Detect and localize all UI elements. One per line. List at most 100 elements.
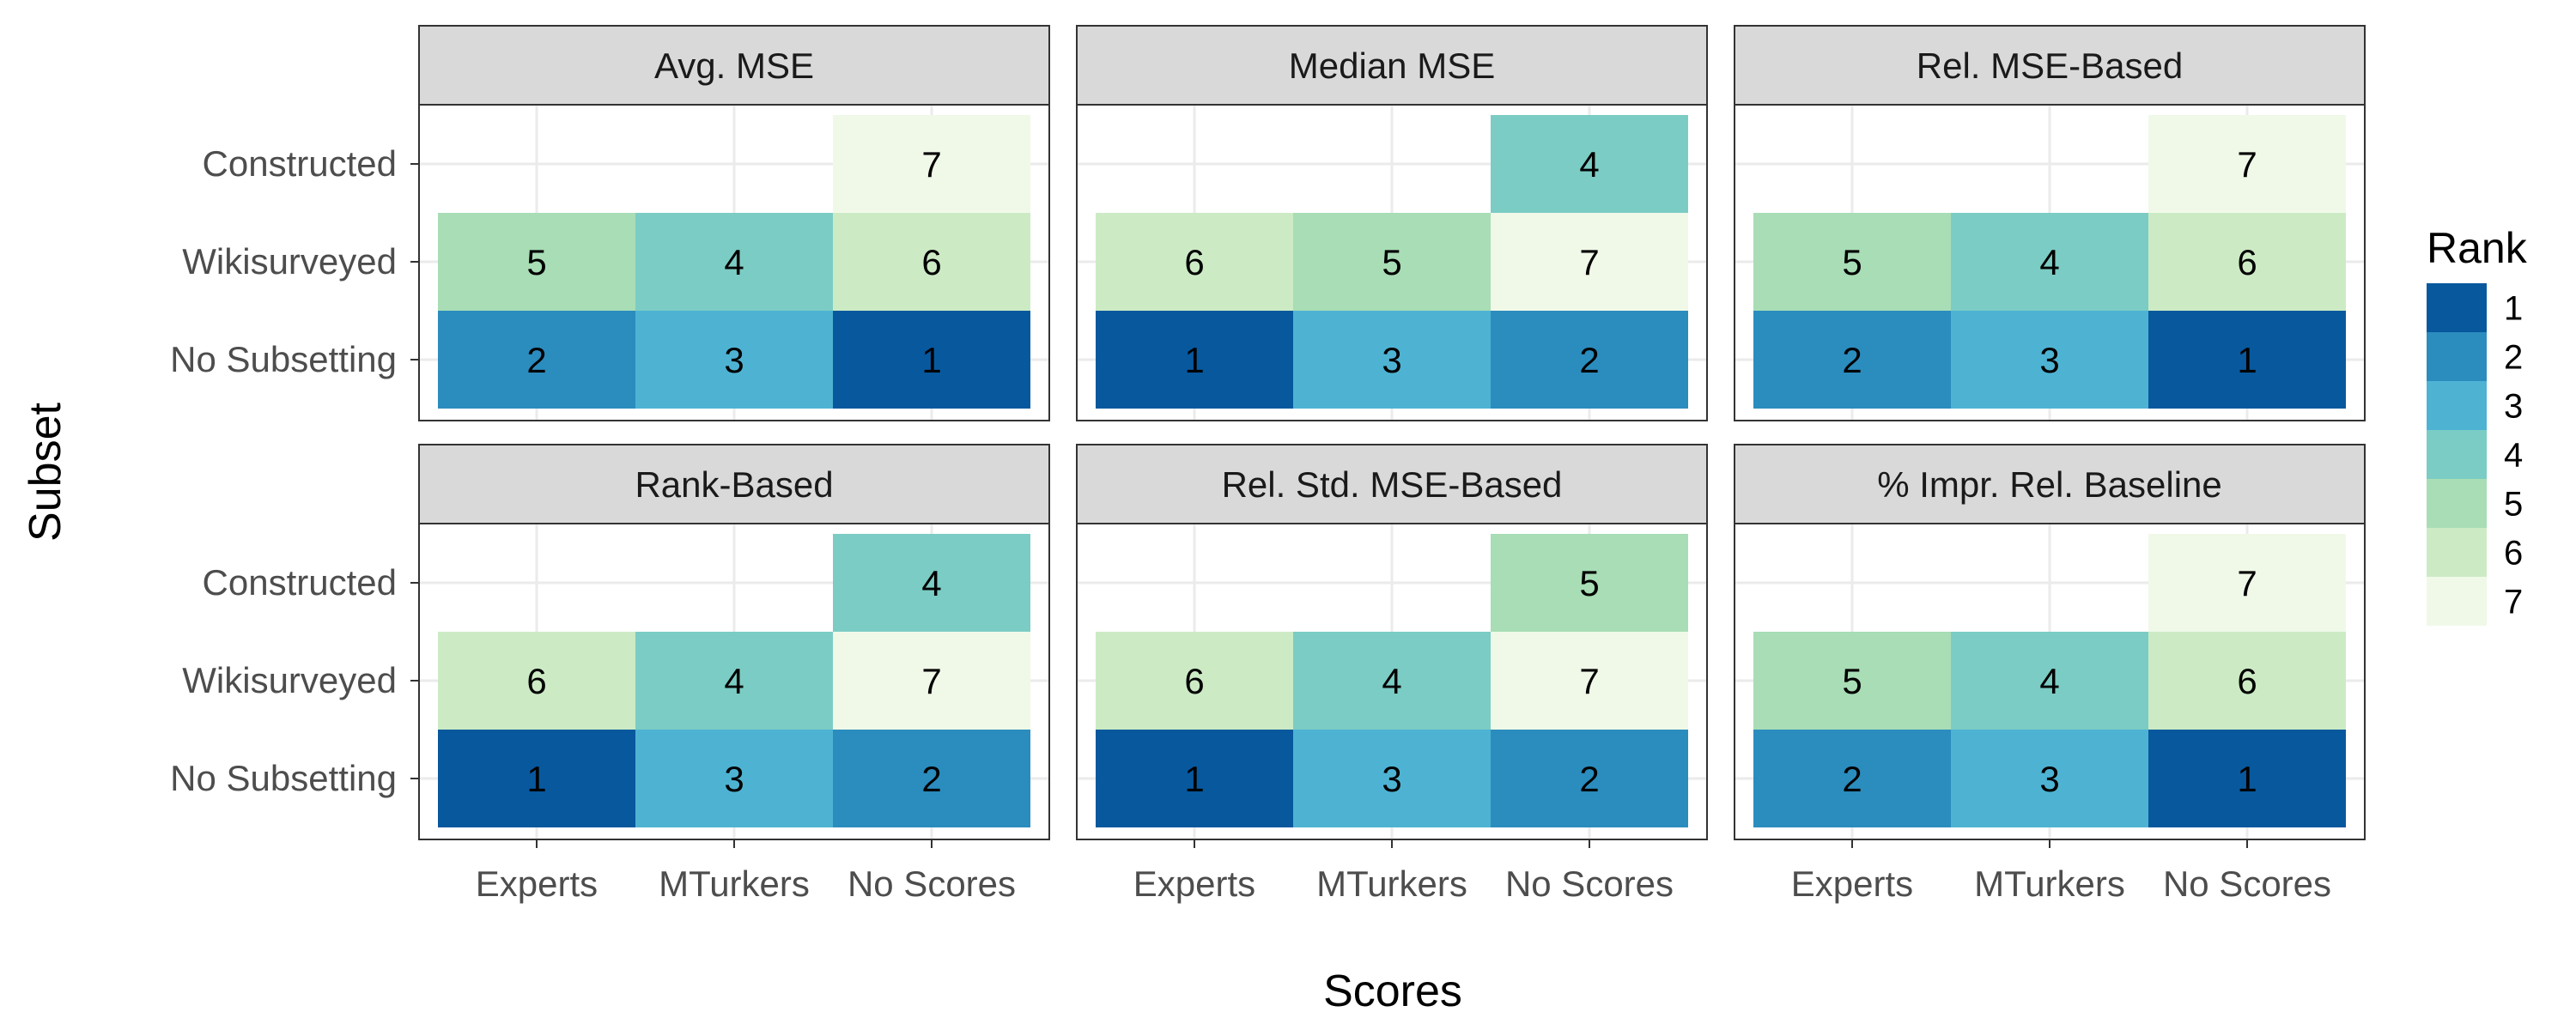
heatmap-tile-no-subsetting-no-scores [833,311,1030,409]
facet-rel-std-mse-based: Rel. Std. MSE-Based 5 6 4 7 1 3 2 Experts MTurker… [1076,444,1708,904]
facet-panel-border [1734,104,2366,421]
heatmap-tile-no-subsetting-mturkers [1951,311,2148,409]
heatmap-tile-no-subsetting-no-scores [2148,311,2346,409]
x-tick-label: No Scores [2163,863,2331,904]
heatmap-tile-no-subsetting-no-scores [1491,311,1688,409]
tile-rank-label: 7 [2237,144,2257,185]
heatmap-tile-no-subsetting-no-scores [1491,730,1688,827]
tile-rank-label: 2 [1579,340,1599,380]
tile-rank-label: 7 [1579,242,1599,282]
heatmap-tile-wikisurveyed-no-scores [2148,213,2346,311]
heatmap-tile-wikisurveyed-mturkers [635,213,833,311]
legend-key-5 [2427,479,2487,528]
facet-impr-rel-baseline: % Impr. Rel. Baseline 7 5 4 6 2 3 1 Experts MTurk… [1734,444,2366,904]
tile-rank-label: 4 [1382,661,1401,701]
tile-rank-label: 5 [526,242,546,282]
heatmap-tile-wikisurveyed-mturkers [1951,632,2148,730]
tile-rank-label: 1 [2237,759,2257,799]
heatmap-tile-no-subsetting-mturkers [1293,311,1491,409]
tile-rank-label: 3 [724,759,744,799]
legend-key-label: 4 [2504,437,2523,475]
facet-title: Avg. MSE [654,45,814,86]
tile-rank-label: 1 [526,759,546,799]
tile-rank-label: 5 [1579,563,1599,603]
y-tick-label: Constructed [203,143,397,184]
legend-key-6 [2427,528,2487,577]
tile-rank-label: 1 [1184,759,1204,799]
facet-title: Median MSE [1289,45,1495,86]
x-tick-label: No Scores [848,863,1016,904]
heatmap-tile-wikisurveyed-experts [438,632,635,730]
x-tick-label: Experts [1791,863,1913,904]
heatmap-tile-wikisurveyed-no-scores [1491,213,1688,311]
tile-rank-label: 7 [921,661,941,701]
heatmap-tile-wikisurveyed-experts [1096,632,1293,730]
legend-key-label: 7 [2504,584,2523,621]
x-tick-label: MTurkers [659,863,810,904]
legend-key-label: 3 [2504,388,2523,426]
tile-rank-label: 1 [921,340,941,380]
tile-rank-label: 3 [724,340,744,380]
legend-key-2 [2427,332,2487,381]
heatmap-tile-no-subsetting-mturkers [1951,730,2148,827]
facet-title: Rel. Std. MSE-Based [1222,464,1563,505]
legend-key-label: 5 [2504,486,2523,524]
tile-rank-label: 4 [2039,242,2059,282]
y-tick-label: No Subsetting [170,339,397,379]
y-axis-title: Subset [21,403,70,542]
heatmap-tile-no-subsetting-experts [1753,311,1951,409]
heatmap-tile-wikisurveyed-no-scores [833,632,1030,730]
tile-rank-label: 4 [2039,661,2059,701]
heatmap-tile-constructed-no-scores [2148,534,2346,632]
tile-rank-label: 4 [724,242,744,282]
x-tick-label: MTurkers [1316,863,1467,904]
heatmap-tile-wikisurveyed-experts [1753,632,1951,730]
heatmap-tile-wikisurveyed-no-scores [2148,632,2346,730]
facet-panels: Avg. MSE 7 5 4 6 2 3 1 Constructed Wikisurveyed No… [170,25,2366,904]
x-tick-label: Experts [476,863,598,904]
tile-rank-label: 7 [1579,661,1599,701]
heatmap-tile-wikisurveyed-experts [438,213,635,311]
heatmap-tile-constructed-no-scores [833,534,1030,632]
heatmap-tile-wikisurveyed-no-scores [1491,632,1688,730]
heatmap-tile-constructed-no-scores [2148,115,2346,213]
tile-rank-label: 3 [2039,759,2059,799]
heatmap-tile-wikisurveyed-experts [1096,213,1293,311]
legend: Rank 1 2 3 4 5 6 7 [2427,224,2528,626]
x-tick-label: MTurkers [1974,863,2125,904]
heatmap-tile-constructed-no-scores [1491,534,1688,632]
facet-strip [1076,444,1708,524]
legend-key-label: 6 [2504,535,2523,573]
heatmap-tile-no-subsetting-experts [1096,311,1293,409]
tile-rank-label: 2 [921,759,941,799]
y-tick-label: Constructed [203,562,397,603]
heatmap-tile-no-subsetting-mturkers [1293,730,1491,827]
tile-rank-label: 5 [1842,242,1862,282]
heatmap-tile-no-subsetting-experts [438,311,635,409]
tile-rank-label: 6 [921,242,941,282]
y-tick-label: Wikisurveyed [182,241,397,282]
tile-rank-label: 5 [1842,661,1862,701]
facet-strip [1734,444,2366,524]
heatmap-tile-no-subsetting-mturkers [635,311,833,409]
facet-avg-mse: Avg. MSE 7 5 4 6 2 3 1 Constructed Wikisurveyed No… [170,25,1050,421]
tile-rank-label: 1 [1184,340,1204,380]
tile-rank-label: 7 [921,144,941,185]
legend-key-1 [2427,283,2487,332]
heatmap-tile-no-subsetting-experts [1753,730,1951,827]
heatmap-tile-wikisurveyed-no-scores [833,213,1030,311]
heatmap-tile-no-subsetting-mturkers [635,730,833,827]
facet-title: Rel. MSE-Based [1917,45,2183,86]
heatmap-tile-wikisurveyed-mturkers [1951,213,2148,311]
heatmap-tile-no-subsetting-no-scores [2148,730,2346,827]
heatmap-tile-no-subsetting-experts [1096,730,1293,827]
tile-rank-label: 3 [1382,340,1401,380]
tile-rank-label: 3 [1382,759,1401,799]
tile-rank-label: 1 [2237,340,2257,380]
legend-title: Rank [2427,224,2528,272]
facet-title: % Impr. Rel. Baseline [1877,464,2222,505]
legend-key-7 [2427,577,2487,626]
tile-rank-label: 6 [526,661,546,701]
x-axis-title: Scores [1323,966,1462,1016]
